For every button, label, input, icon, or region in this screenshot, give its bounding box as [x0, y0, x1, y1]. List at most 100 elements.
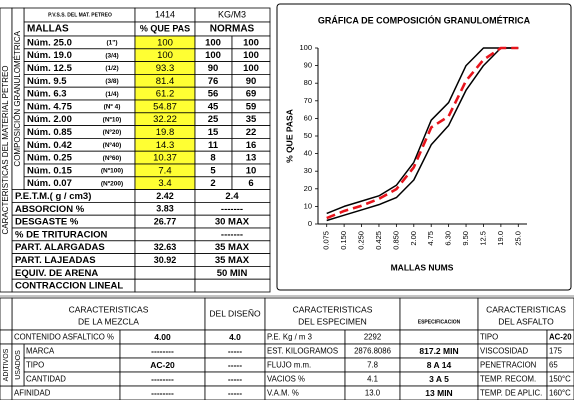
cell-value: 150°C	[549, 375, 571, 384]
property-value: 3.83	[156, 204, 174, 214]
cell-value: 2292	[364, 333, 381, 342]
group-label: COMPOSICIÓN GRANULOMÉTRICA	[13, 30, 22, 166]
sieve-name: Núm. 9.5	[27, 76, 67, 87]
sieve-name: Núm. 12.5	[27, 63, 73, 74]
cell-value: -----	[228, 346, 242, 356]
sieve-name: Núm. 19.0	[27, 50, 72, 61]
percent-passing: 93.3	[156, 63, 175, 74]
row-label: TIPO	[480, 333, 498, 342]
cell-value: 7.8	[367, 361, 378, 370]
cell-value: 4.1	[367, 375, 378, 384]
x-tick-label: 0.250	[357, 231, 366, 250]
sieve-inch: (3/4)	[105, 52, 118, 59]
side-label: USADOS	[15, 350, 22, 380]
norm-min: 45	[208, 101, 219, 112]
property-name: CONTRACCION LINEAL	[15, 281, 123, 292]
x-tick-label: 2.00	[409, 231, 418, 246]
y-tick-label: 100	[299, 43, 312, 52]
cell	[134, 278, 196, 293]
norm-max: 100	[243, 37, 259, 48]
norm-min: 100	[205, 37, 221, 48]
x-tick-label: 0.150	[339, 231, 348, 250]
sieve-name: Núm. 25.0	[27, 37, 72, 48]
sieve-inch: (Nº40)	[103, 142, 122, 149]
row-label: CONTENIDO ASFALTICO %	[14, 333, 114, 342]
property-norm: 35 MAX	[215, 242, 250, 253]
cell	[194, 278, 271, 293]
x-tick-label: 9.50	[461, 231, 470, 246]
cell-value: -----	[228, 360, 242, 370]
cell-value: 4.0	[229, 332, 241, 342]
percent-passing: 100	[157, 37, 173, 48]
row-label: VACIOS %	[267, 375, 305, 384]
pvss-value: 1414	[155, 9, 175, 19]
series-line	[326, 47, 519, 222]
norm-max: 59	[246, 101, 257, 112]
cell	[204, 297, 266, 331]
property-name: PART. LAJEADAS	[15, 255, 96, 266]
percent-passing: 100	[157, 50, 173, 61]
cell-value: 65	[549, 361, 558, 370]
norm-min: 2	[210, 178, 215, 189]
cell-value: 8 A 14	[427, 360, 452, 370]
row-label: V.A.M. %	[267, 389, 299, 398]
property-value: 30.92	[154, 255, 177, 265]
norm-max: 90	[246, 76, 257, 87]
header: NORMAS	[210, 24, 255, 35]
property-name: DESGASTE %	[15, 217, 79, 228]
y-tick-label: 0	[308, 219, 312, 228]
x-tick-label: 0.425	[374, 231, 383, 250]
sieve-inch: (Nº60)	[103, 155, 122, 162]
sieve-name: Núm. 0.07	[27, 178, 72, 189]
cell	[11, 297, 206, 331]
x-tick-label: 25.0	[513, 231, 522, 246]
cell	[264, 297, 401, 331]
cell-value: -----	[228, 374, 242, 384]
cell-value: --------	[151, 374, 174, 384]
y-tick-label: 50	[304, 131, 312, 140]
property-norm: -------	[221, 229, 243, 240]
norm-max: 22	[246, 127, 257, 138]
y-tick-label: 60	[304, 113, 312, 122]
norm-max: 100	[243, 63, 259, 74]
header: DEL ASFALTO	[498, 316, 554, 326]
cell-value: 175	[549, 347, 563, 356]
sieve-inch: (Nº200)	[101, 180, 123, 187]
cell	[399, 329, 479, 345]
cell	[11, 343, 25, 387]
percent-passing: 54.87	[153, 101, 177, 112]
row-label: FLUJO m.m.	[267, 361, 311, 370]
x-axis-label: MALLAS NUMS	[391, 262, 454, 272]
norm-max: 13	[246, 153, 257, 164]
property-name: PART. ALARGADAS	[15, 242, 105, 253]
norm-max: 10	[246, 165, 257, 176]
norm-max: 69	[246, 89, 257, 100]
y-axis-label: % QUE PASA	[284, 109, 294, 163]
sieve-name: Núm. 0.15	[27, 165, 73, 176]
row-label: P.E. Kg / m 3	[267, 333, 312, 342]
property-norm: 35 MAX	[215, 255, 250, 266]
side-label: ADITIVOS	[3, 348, 10, 381]
side-label: CARACTERISTICAS DEL MATERIAL PETREO	[1, 65, 10, 234]
property-norm: 30 MAX	[215, 217, 250, 228]
cell-value: -----	[228, 388, 242, 398]
sieve-name: Núm. 4.75	[27, 101, 73, 112]
cell-value: 160°C	[549, 389, 571, 398]
y-tick-label: 80	[304, 78, 312, 87]
norm-min: 8	[210, 153, 215, 164]
cell-value: 13.0	[365, 389, 381, 398]
property-norm: -------	[221, 204, 243, 215]
percent-passing: 10.37	[153, 153, 177, 164]
chart-title: GRÁFICA DE COMPOSICIÓN GRANULOMÉTRICA	[318, 14, 531, 25]
norm-max: 16	[246, 140, 257, 151]
property-norm: 2.4	[225, 191, 239, 202]
cell	[477, 297, 574, 331]
sieve-name: Núm. 6.3	[27, 89, 67, 100]
sieve-inch: (1/4)	[105, 91, 118, 98]
row-label: MARCA	[26, 347, 55, 356]
cell-value: AC-20	[549, 333, 572, 342]
sieve-inch: (Nº20)	[103, 129, 122, 136]
row-label: TEMP. RECOM.	[480, 375, 536, 384]
pvss-label: P.V.S.S. DEL MAT. PETREO	[48, 12, 112, 18]
